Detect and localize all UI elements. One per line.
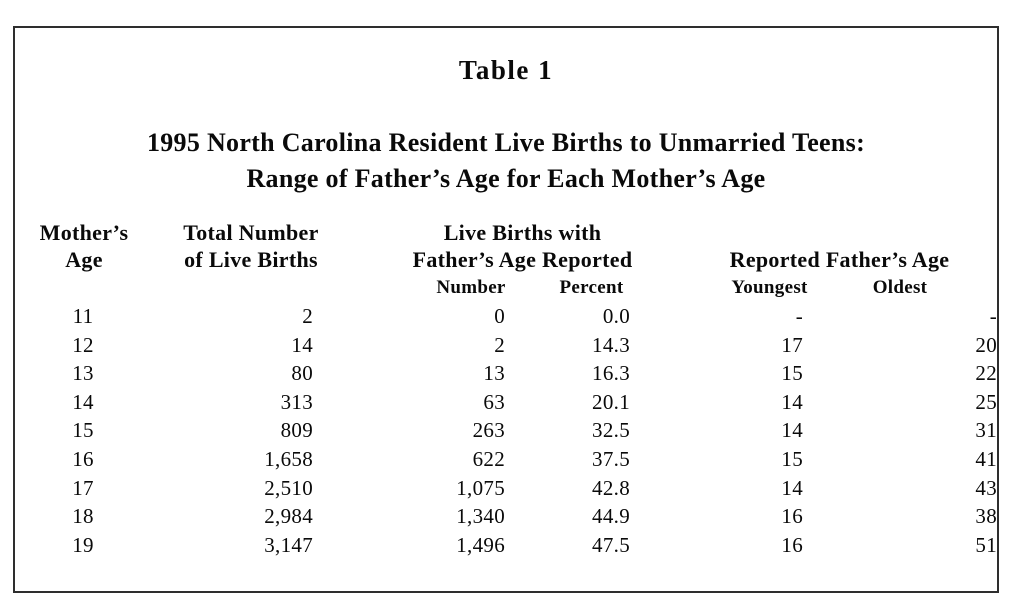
cell-oldest-father: 25 bbox=[975, 389, 997, 414]
cell-total-live-births: 2,984 bbox=[264, 504, 313, 529]
subheader-number: Number bbox=[436, 277, 506, 298]
subheader-oldest: Oldest bbox=[872, 277, 928, 298]
table-row: 13 80 13 16.3 15 22 bbox=[15, 359, 997, 388]
cell-oldest-father: - bbox=[989, 304, 997, 328]
cell-mother-age: 12 bbox=[72, 332, 94, 357]
cell-youngest-father: 14 bbox=[781, 475, 803, 500]
cell-youngest-father: 15 bbox=[781, 361, 803, 386]
header-live-births-father-reported-line2: Father’s Age Reported bbox=[412, 247, 633, 272]
cell-oldest-father: 43 bbox=[975, 475, 997, 500]
header-live-births-father-reported: Live Births with Father’s Age Reported bbox=[364, 219, 681, 273]
cell-number-reported: 2 bbox=[494, 332, 505, 357]
cell-youngest-father: 14 bbox=[781, 418, 803, 443]
header-mothers-age: Mother’s Age bbox=[20, 219, 148, 273]
document-title: 1995 North Carolina Resident Live Births… bbox=[15, 125, 997, 197]
table-row: 15 809 263 32.5 14 31 bbox=[15, 416, 997, 445]
cell-oldest-father: 51 bbox=[975, 532, 997, 557]
header-row-sub: Number Percent Youngest Oldest bbox=[15, 273, 997, 302]
cell-number-reported: 63 bbox=[483, 389, 505, 414]
cell-youngest-father: 17 bbox=[781, 332, 803, 357]
cell-youngest-father: 15 bbox=[781, 446, 803, 471]
cell-youngest-father: 16 bbox=[781, 532, 803, 557]
cell-mother-age: 19 bbox=[72, 532, 94, 557]
cell-number-reported: 263 bbox=[472, 418, 505, 443]
cell-number-reported: 0 bbox=[494, 304, 505, 328]
title-line-1: 1995 North Carolina Resident Live Births… bbox=[146, 128, 866, 157]
table-row: 19 3,147 1,496 47.5 16 51 bbox=[15, 531, 997, 560]
title-line-2: Range of Father’s Age for Each Mother’s … bbox=[246, 164, 766, 193]
cell-number-reported: 1,496 bbox=[456, 532, 505, 557]
table-row: 14 313 63 20.1 14 25 bbox=[15, 388, 997, 417]
cell-total-live-births: 2 bbox=[302, 304, 313, 328]
cell-mother-age: 13 bbox=[72, 361, 94, 386]
cell-percent-reported: 14.3 bbox=[592, 332, 630, 357]
cell-youngest-father: 14 bbox=[781, 389, 803, 414]
header-spacer bbox=[143, 273, 313, 302]
subheader-percent: Percent bbox=[559, 277, 624, 298]
table-row: 16 1,658 622 37.5 15 41 bbox=[15, 445, 997, 474]
header-row-groups: Mother’s Age Total Number of Live Births… bbox=[15, 219, 997, 273]
cell-percent-reported: 42.8 bbox=[592, 475, 630, 500]
cell-mother-age: 14 bbox=[72, 389, 94, 414]
table-row: 17 2,510 1,075 42.8 14 43 bbox=[15, 474, 997, 503]
cell-percent-reported: 37.5 bbox=[592, 446, 630, 471]
cell-number-reported: 1,075 bbox=[456, 475, 505, 500]
cell-total-live-births: 3,147 bbox=[264, 532, 313, 557]
cell-percent-reported: 20.1 bbox=[592, 389, 630, 414]
cell-percent-reported: 44.9 bbox=[592, 504, 630, 529]
header-reported-fathers-age: Reported Father’s Age bbox=[656, 219, 1012, 273]
cell-mother-age: 11 bbox=[72, 304, 94, 328]
table-label: Table 1 bbox=[458, 55, 554, 85]
header-total-live-births-line2: of Live Births bbox=[184, 247, 318, 272]
cell-mother-age: 18 bbox=[72, 504, 94, 529]
subheader-youngest: Youngest bbox=[731, 277, 808, 298]
header-total-live-births-line1: Total Number bbox=[183, 220, 319, 245]
cell-total-live-births: 809 bbox=[280, 418, 313, 443]
cell-total-live-births: 1,658 bbox=[264, 446, 313, 471]
cell-total-live-births: 80 bbox=[291, 361, 313, 386]
cell-oldest-father: 38 bbox=[975, 504, 997, 529]
cell-percent-reported: 16.3 bbox=[592, 361, 630, 386]
cell-number-reported: 13 bbox=[483, 361, 505, 386]
header-spacer bbox=[15, 273, 143, 302]
cell-number-reported: 1,340 bbox=[456, 504, 505, 529]
header-mothers-age-line1: Mother’s bbox=[39, 220, 129, 245]
cell-oldest-father: 22 bbox=[975, 361, 997, 386]
cell-total-live-births: 14 bbox=[291, 332, 313, 357]
cell-percent-reported: 32.5 bbox=[592, 418, 630, 443]
header-total-live-births: Total Number of Live Births bbox=[166, 219, 336, 273]
table-row: 12 14 2 14.3 17 20 bbox=[15, 331, 997, 360]
cell-percent-reported: 0.0 bbox=[602, 304, 630, 328]
table-row: 18 2,984 1,340 44.9 16 38 bbox=[15, 502, 997, 531]
header-live-births-father-reported-line1: Live Births with bbox=[443, 220, 602, 245]
header-mothers-age-line2: Age bbox=[65, 247, 103, 272]
cell-oldest-father: 31 bbox=[975, 418, 997, 443]
page-frame: Table 1 1995 North Carolina Resident Liv… bbox=[13, 26, 999, 593]
cell-total-live-births: 2,510 bbox=[264, 475, 313, 500]
cell-percent-reported: 47.5 bbox=[592, 532, 630, 557]
cell-mother-age: 16 bbox=[72, 446, 94, 471]
cell-oldest-father: 41 bbox=[975, 446, 997, 471]
header-reported-fathers-age-line: Reported Father’s Age bbox=[729, 247, 950, 272]
cell-total-live-births: 313 bbox=[280, 389, 313, 414]
cell-youngest-father: - bbox=[795, 304, 803, 328]
cell-mother-age: 17 bbox=[72, 475, 94, 500]
table-row: 11 2 0 0.0 - - bbox=[15, 302, 997, 331]
births-table: Mother’s Age Total Number of Live Births… bbox=[15, 219, 997, 559]
cell-youngest-father: 16 bbox=[781, 504, 803, 529]
cell-number-reported: 622 bbox=[472, 446, 505, 471]
cell-mother-age: 15 bbox=[72, 418, 94, 443]
cell-oldest-father: 20 bbox=[975, 332, 997, 357]
